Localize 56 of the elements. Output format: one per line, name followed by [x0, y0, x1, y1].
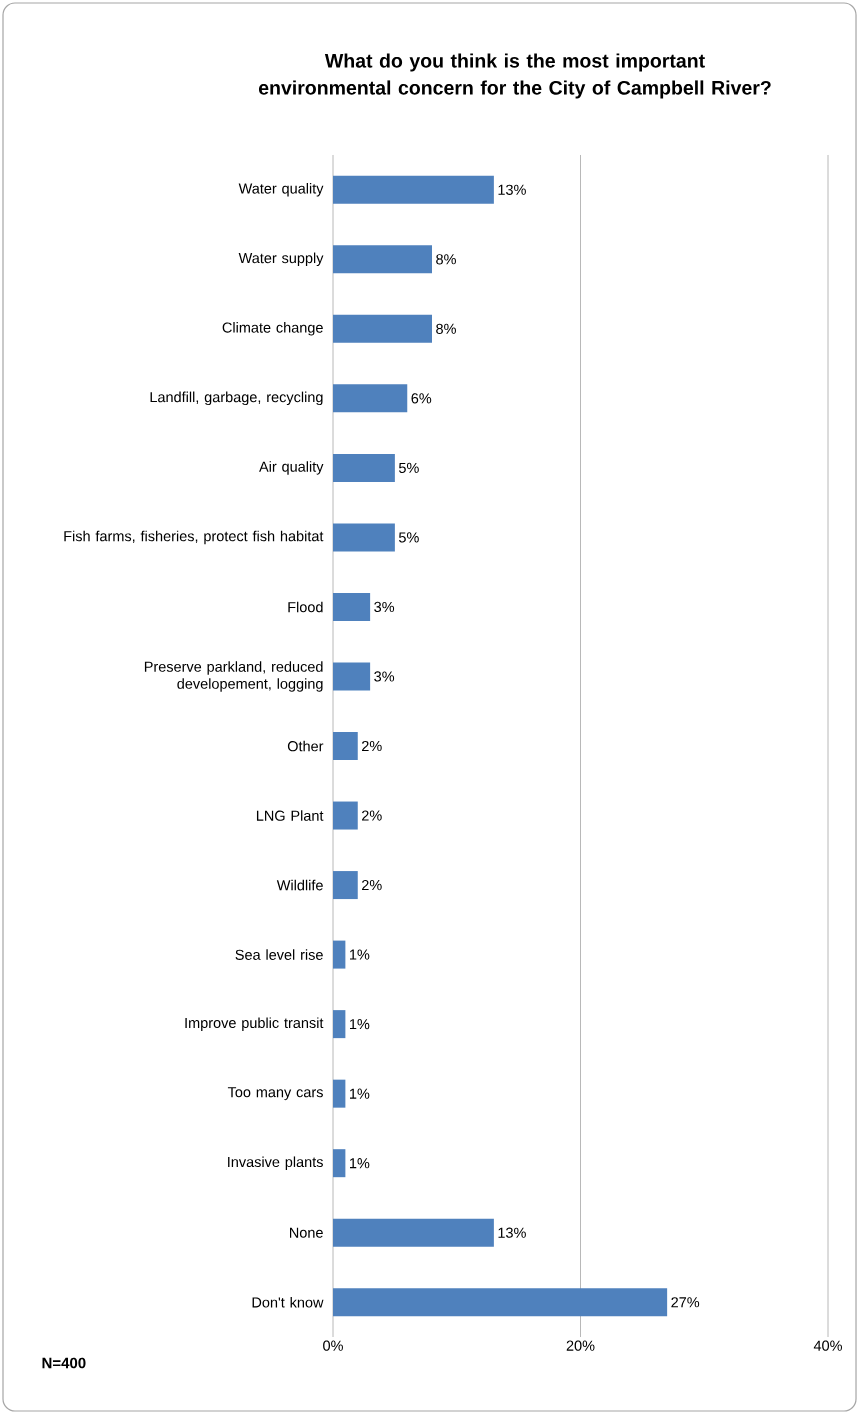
- bar: [333, 871, 358, 900]
- y-tick-label: Water supply: [238, 252, 324, 267]
- bar: [333, 1010, 346, 1039]
- y-tick-label: Wildlife: [276, 879, 323, 891]
- bar: [333, 1149, 346, 1178]
- x-tick-label: 0%: [323, 1340, 343, 1351]
- y-tick-label: Improve public transit: [185, 1017, 324, 1031]
- data-label: 1%: [350, 1158, 370, 1169]
- bar: [333, 1288, 668, 1317]
- data-label: 2%: [362, 879, 382, 891]
- data-label: 6%: [411, 393, 432, 404]
- data-label: 2%: [362, 810, 382, 821]
- y-tick-label: Landfill, garbage, recycling: [150, 391, 323, 406]
- bar: [333, 175, 494, 204]
- y-tick-label: Air quality: [259, 461, 324, 475]
- data-label: 3%: [374, 671, 395, 682]
- data-label: 5%: [398, 532, 419, 543]
- data-label: 3%: [374, 601, 395, 613]
- data-label: 1%: [350, 949, 370, 960]
- data-label: 13%: [498, 1227, 526, 1238]
- bar: [333, 314, 433, 343]
- bar: [333, 662, 371, 691]
- bar: [333, 940, 346, 969]
- y-tick-label: Flood: [288, 601, 323, 613]
- data-label: 8%: [436, 323, 456, 334]
- data-label: 2%: [362, 740, 382, 752]
- data-label: 1%: [350, 1088, 370, 1099]
- y-tick-label: Climate change: [222, 322, 323, 336]
- x-tick-label: 40%: [813, 1340, 842, 1351]
- y-tick-label: Don't know: [252, 1296, 324, 1308]
- y-tick-label: Other: [287, 740, 324, 752]
- data-label: 27%: [671, 1297, 700, 1308]
- y-tick-label: Preserve parkland, reduced developement, logging: [144, 661, 323, 692]
- y-tick-label: LNG Plant: [256, 810, 324, 821]
- y-tick-label: None: [290, 1227, 323, 1238]
- bar: [333, 1079, 346, 1108]
- bar: [333, 384, 408, 413]
- data-label: 1%: [350, 1019, 370, 1030]
- data-label: 8%: [436, 254, 456, 265]
- chart-title: What do you think is the most important environmental concern for the City of Campbell River?: [258, 53, 771, 99]
- x-tick-label: 20%: [566, 1340, 595, 1351]
- text: N=400: [42, 1357, 86, 1369]
- bar: [333, 245, 433, 274]
- bar: [333, 592, 371, 621]
- bar: [333, 1218, 494, 1247]
- data-label: 5%: [398, 462, 419, 473]
- bar: [333, 523, 395, 552]
- y-tick-label: Too many cars: [227, 1087, 323, 1101]
- y-tick-label: Water quality: [238, 183, 324, 197]
- bar: [333, 732, 358, 761]
- bar: [333, 453, 395, 482]
- y-tick-label: Sea level rise: [235, 949, 323, 960]
- y-tick-label: Invasive plants: [228, 1156, 323, 1170]
- y-tick-label: Fish farms, fisheries, protect fish habitat: [64, 530, 324, 545]
- data-label: 13%: [498, 184, 526, 195]
- bar: [333, 801, 358, 830]
